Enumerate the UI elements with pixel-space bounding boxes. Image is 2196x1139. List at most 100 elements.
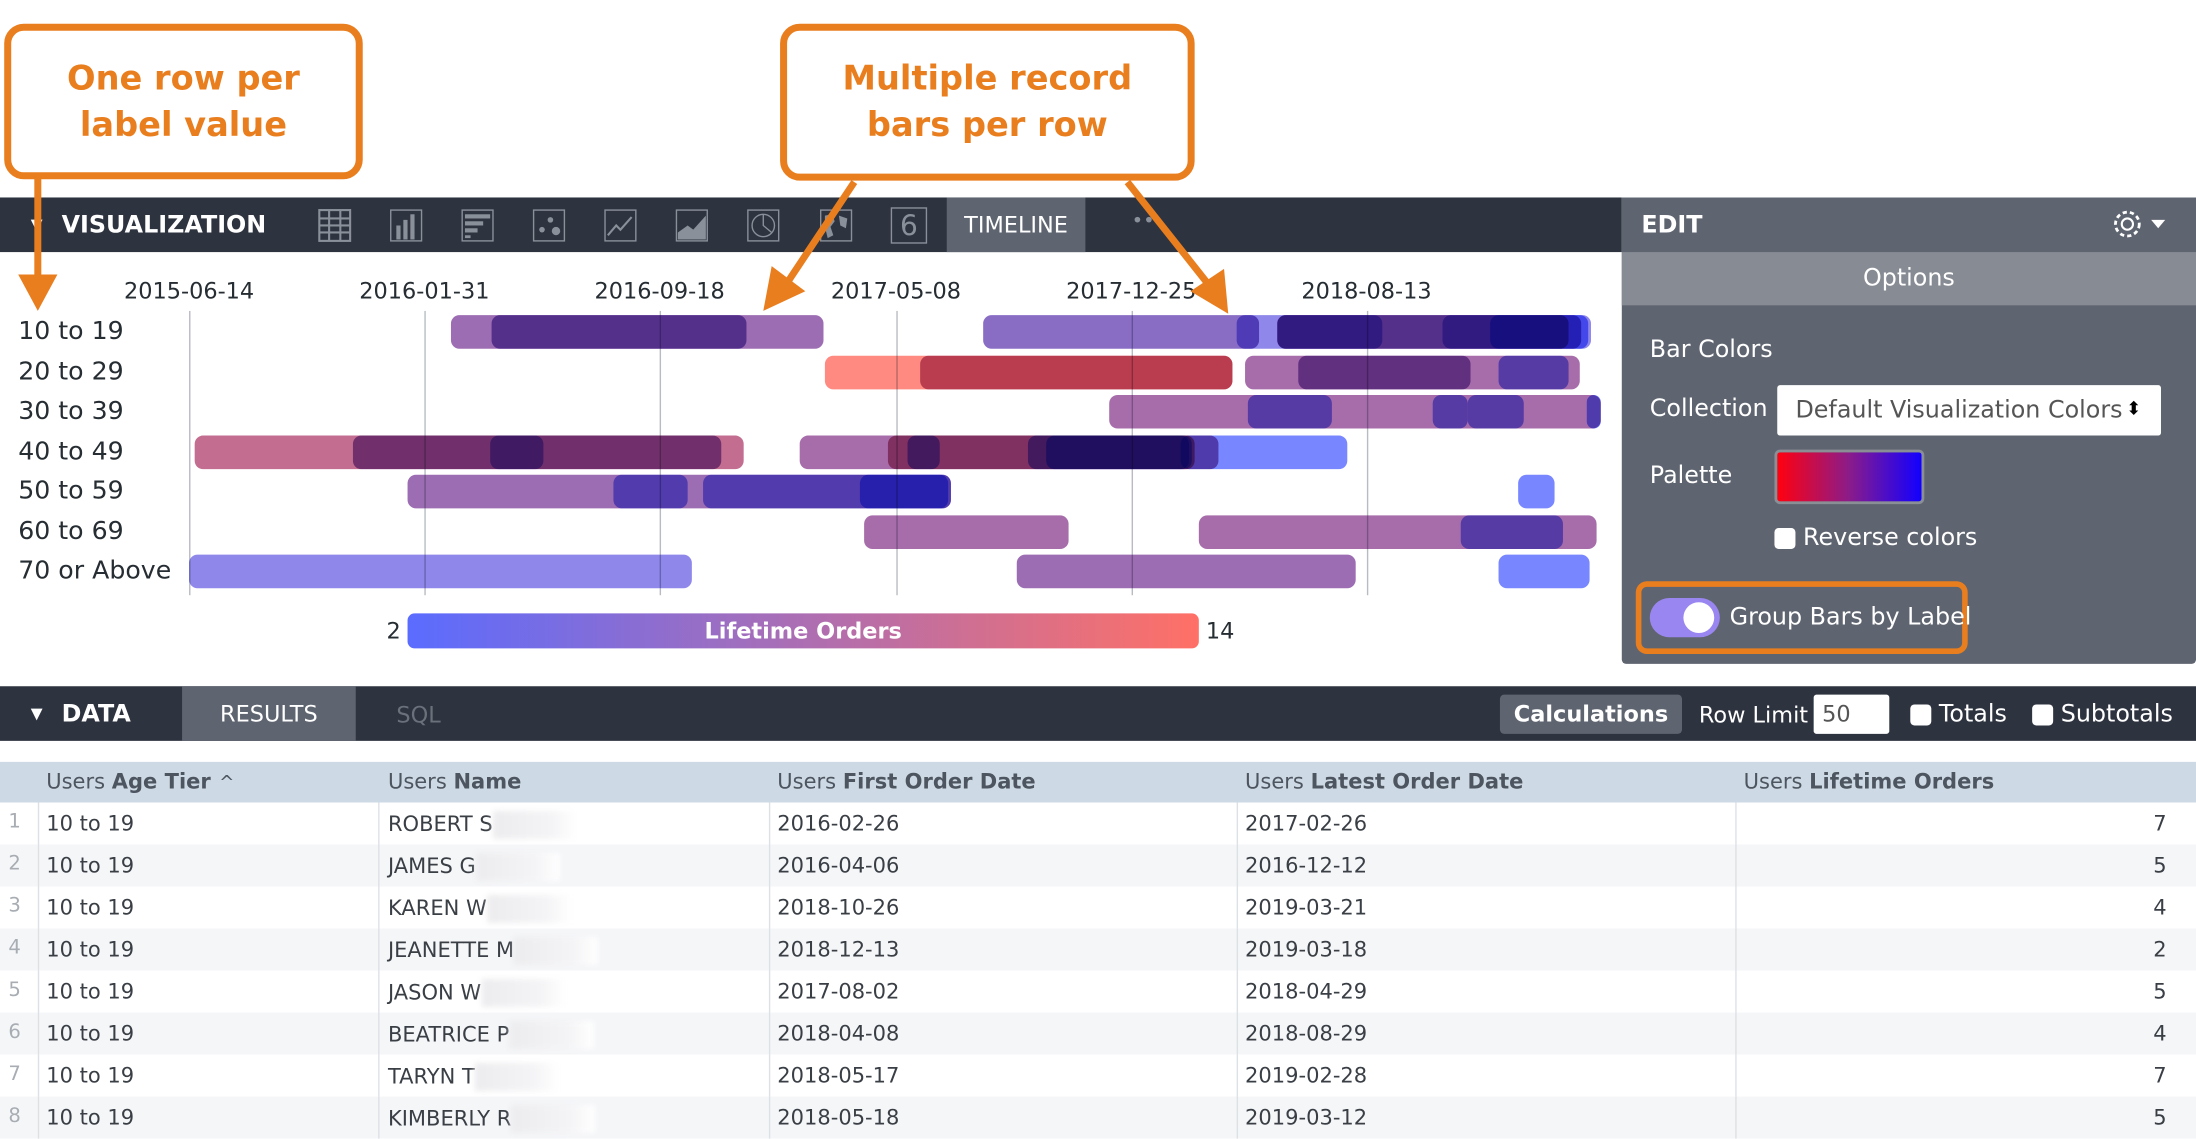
cell-text: 2019-03-21: [1245, 894, 1368, 921]
timeline-bar[interactable]: [1277, 315, 1582, 349]
cell-n: 6: [8, 1021, 20, 1043]
cell-text: 2: [8, 852, 21, 876]
visualization-title[interactable]: VISUALIZATION: [61, 211, 267, 240]
table-icon[interactable]: [317, 207, 353, 243]
timeline-bar[interactable]: [1298, 355, 1471, 389]
arrowhead-icon: [18, 274, 58, 311]
tab-sql[interactable]: SQL: [396, 701, 441, 729]
totals-checkbox[interactable]: Totals: [1910, 700, 2007, 728]
reverse-colors-checkbox[interactable]: Reverse colors: [1774, 524, 1977, 552]
cell-text: 10 to 19: [46, 894, 135, 921]
cell-text: 7: [8, 1062, 21, 1086]
checkbox-icon[interactable]: [1910, 703, 1932, 725]
row-label: 20 to 29: [18, 356, 124, 386]
timeline-bar[interactable]: [1016, 554, 1357, 589]
cell-text: 2017-02-26: [1245, 810, 1368, 837]
map-icon[interactable]: [818, 207, 854, 243]
cell-text: JEANETTE M: [387, 937, 515, 963]
column-divider: [768, 928, 771, 971]
data-header: ▼ DATA RESULTS SQL Calculations Row Limi…: [0, 686, 2196, 741]
cell-text: 2: [2153, 936, 2167, 963]
timeline-bar[interactable]: [907, 434, 940, 469]
row-limit-input[interactable]: 50: [1813, 694, 1890, 734]
checkbox-icon[interactable]: [1774, 527, 1796, 549]
timeline-bar[interactable]: [489, 434, 544, 469]
group-bars-toggle[interactable]: [1649, 598, 1720, 638]
line-chart-icon[interactable]: [602, 207, 638, 243]
column-header[interactable]: Users First Order Date: [777, 769, 1035, 794]
area-chart-icon[interactable]: [674, 207, 710, 243]
calculations-button[interactable]: Calculations: [1499, 694, 1683, 734]
timeline-bar[interactable]: [1518, 474, 1554, 509]
cell-n: 8: [8, 1105, 20, 1127]
tab-options[interactable]: Options: [1621, 252, 2196, 306]
timeline-bar[interactable]: [860, 474, 948, 509]
tab-timeline[interactable]: TIMELINE: [946, 197, 1086, 253]
subtotals-checkbox[interactable]: Subtotals: [2032, 700, 2173, 728]
column-chart-icon[interactable]: [388, 207, 424, 243]
column-header[interactable]: Users Latest Order Date: [1245, 769, 1523, 794]
column-divider: [1236, 802, 1239, 845]
column-divider: [768, 1054, 771, 1097]
pie-chart-icon[interactable]: [745, 207, 781, 243]
cell-text: BEATRICE P: [387, 1021, 510, 1047]
row-label: 70 or Above: [18, 556, 172, 586]
redacted-surname: [492, 810, 577, 839]
cell-first: 2018-05-18: [777, 1105, 899, 1130]
timeline-bar[interactable]: [189, 554, 693, 589]
column-divider: [378, 802, 380, 845]
cell-first: 2018-04-08: [777, 1021, 899, 1046]
collapse-triangle-icon[interactable]: ▼: [30, 215, 43, 234]
cell-text: 2018-04-29: [1245, 978, 1368, 1005]
sort-ascending-icon[interactable]: ^: [219, 773, 235, 795]
timeline-bar[interactable]: [983, 315, 1259, 349]
bar-chart-icon[interactable]: [459, 207, 495, 243]
column-divider: [378, 928, 380, 971]
column-header[interactable]: Users Name: [388, 769, 521, 794]
cell-text: 5: [2153, 978, 2167, 1005]
cell-text: 7: [2153, 810, 2167, 837]
timeline-bar[interactable]: [1468, 394, 1525, 429]
cell-text: 2019-03-12: [1245, 1105, 1368, 1131]
collection-select[interactable]: Default Visualization Colors ⬍: [1777, 385, 2161, 436]
cell-n: 3: [8, 895, 20, 917]
more-visualizations-icon[interactable]: ••: [1131, 210, 1155, 233]
collapse-triangle-icon[interactable]: ▼: [30, 704, 43, 723]
timeline-bar[interactable]: [1586, 394, 1601, 429]
timeline-bar[interactable]: [864, 514, 1069, 549]
timeline-bar[interactable]: [1498, 355, 1570, 389]
tab-results[interactable]: RESULTS: [182, 686, 356, 741]
timeline-bar[interactable]: [491, 315, 747, 349]
column-divider: [1735, 1012, 1737, 1055]
timeline-bar[interactable]: [920, 355, 1233, 389]
data-title[interactable]: DATA: [61, 700, 131, 729]
column-header[interactable]: Users Lifetime Orders: [1744, 769, 1995, 794]
column-header[interactable]: Users Age Tier ^: [46, 769, 234, 794]
table-row: [0, 1012, 2196, 1055]
column-divider: [37, 928, 40, 971]
single-value-icon[interactable]: 6: [890, 207, 928, 244]
timeline-bar[interactable]: [1248, 394, 1332, 429]
scatter-icon[interactable]: [531, 207, 567, 243]
header-prefix: Users: [777, 768, 837, 795]
timeline-bar[interactable]: [1497, 554, 1590, 589]
checkbox-icon[interactable]: [2032, 703, 2054, 725]
cell-text: 10 to 19: [46, 936, 135, 963]
gear-icon[interactable]: [2112, 209, 2168, 240]
timeline-bar[interactable]: [612, 474, 689, 509]
cell-first: 2017-08-02: [777, 979, 899, 1004]
timeline-bar[interactable]: [1180, 434, 1348, 469]
timeline-bar[interactable]: [1432, 394, 1469, 429]
cell-orders: 4: [2153, 895, 2166, 920]
cell-tier: 10 to 19: [46, 937, 134, 962]
timeline-bar[interactable]: [1461, 514, 1564, 549]
x-tick-label: 2016-09-18: [594, 277, 725, 304]
cell-first: 2018-12-13: [777, 937, 899, 962]
row-label: 10 to 19: [18, 316, 124, 346]
timeline-bar[interactable]: [1046, 434, 1192, 469]
cell-orders: 4: [2153, 1021, 2166, 1046]
timeline-bar[interactable]: [1109, 394, 1601, 429]
cell-text: 2019-03-18: [1245, 936, 1368, 963]
palette-swatch[interactable]: [1774, 449, 1925, 505]
cell-latest: 2016-12-12: [1245, 853, 1367, 878]
